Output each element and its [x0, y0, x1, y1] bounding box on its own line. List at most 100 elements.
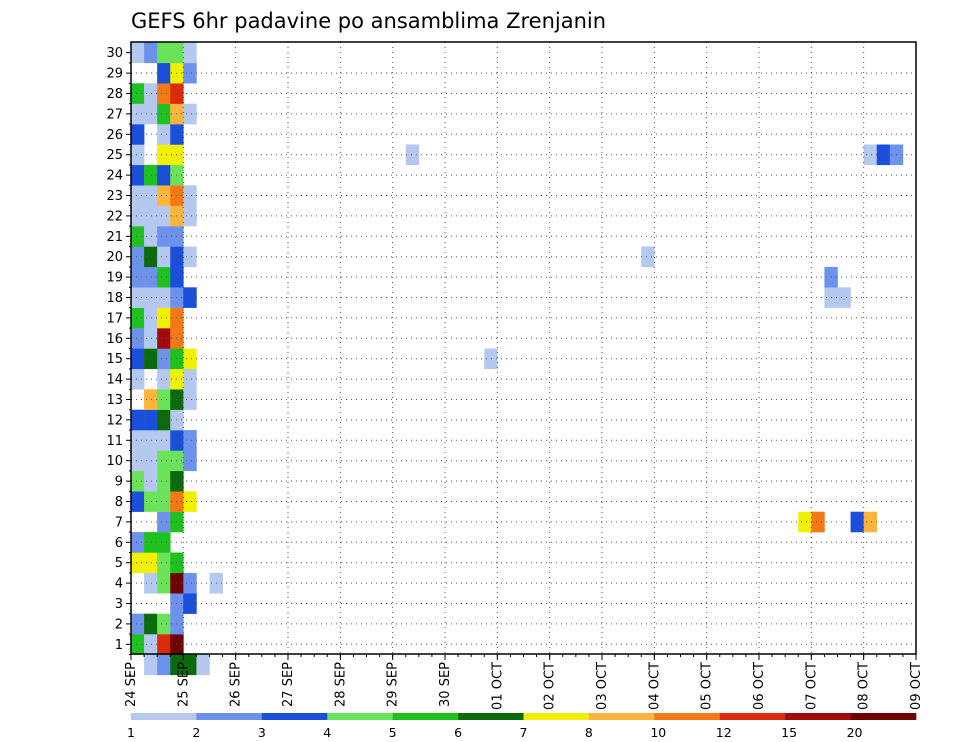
precip-cell	[183, 450, 197, 472]
precip-cell	[144, 491, 158, 512]
y-tick-label: 30	[106, 46, 123, 61]
precip-cell	[144, 287, 158, 308]
precip-cell	[183, 62, 197, 84]
precip-cell	[183, 348, 197, 370]
precip-cell	[144, 409, 158, 431]
legend-label: 15	[781, 725, 797, 740]
precip-cell	[144, 613, 158, 635]
y-tick-label: 13	[106, 393, 123, 408]
precip-cell	[157, 307, 171, 329]
y-tick-label: 6	[115, 536, 123, 551]
precip-cell	[157, 124, 171, 145]
y-tick-label: 24	[106, 169, 123, 184]
x-tick-label: 29 SEP	[386, 662, 401, 707]
y-tick-label: 25	[106, 148, 123, 163]
legend-swatch	[850, 713, 917, 720]
legend-label: 5	[389, 725, 397, 740]
y-tick-label: 8	[115, 495, 123, 510]
precip-cell	[183, 389, 197, 410]
precip-cell	[157, 409, 171, 431]
precip-cell	[157, 103, 171, 125]
precip-cell	[131, 613, 145, 635]
precip-cell	[183, 572, 197, 594]
precip-cell	[157, 328, 171, 349]
legend-label: 10	[650, 725, 666, 740]
y-tick-label: 1	[115, 638, 123, 653]
precip-cell	[157, 470, 171, 492]
chart-title: GEFS 6hr padavine po ansamblima Zrenjani…	[131, 9, 606, 33]
y-tick-label: 29	[106, 67, 123, 82]
legend-swatch	[785, 713, 851, 720]
precip-cell	[157, 226, 171, 247]
x-tick-label: 03 OCT	[595, 662, 610, 710]
precip-cell	[183, 654, 197, 676]
precip-cell	[196, 654, 210, 676]
legend-label: 6	[454, 725, 462, 740]
precip-cell	[183, 368, 197, 390]
precip-cell	[144, 430, 158, 451]
precip-cell	[157, 389, 171, 410]
y-tick-label: 26	[106, 128, 123, 143]
precip-cell	[811, 511, 825, 533]
precip-cell	[405, 144, 420, 166]
y-tick-label: 27	[106, 107, 123, 122]
precip-cell	[144, 42, 158, 64]
x-tick-label: 05 OCT	[700, 662, 715, 710]
legend-label: 3	[258, 725, 266, 740]
precip-cell	[157, 450, 171, 472]
y-tick-label: 3	[115, 597, 123, 612]
legend-swatch	[261, 713, 328, 720]
precip-cell	[850, 511, 864, 533]
precip-cell	[131, 450, 145, 472]
y-tick-label: 19	[106, 271, 123, 286]
legend-swatch	[458, 713, 524, 720]
precip-cell	[131, 246, 145, 268]
precip-cell	[157, 348, 171, 370]
legend-swatch	[523, 713, 590, 720]
x-tick-label: 28 SEP	[333, 662, 348, 707]
precip-cell	[183, 42, 197, 64]
y-tick-label: 5	[115, 556, 123, 571]
precip-cell	[144, 83, 158, 104]
precip-cell	[144, 389, 158, 410]
precip-cell	[131, 409, 145, 431]
y-tick-label: 9	[115, 475, 123, 490]
precip-cell	[131, 532, 145, 553]
legend-swatch	[392, 713, 459, 720]
precip-cell	[131, 287, 145, 308]
y-axis: 1234567891011121314151617181920212223242…	[106, 46, 131, 676]
precip-cell	[157, 532, 171, 553]
precip-cell	[157, 654, 171, 676]
precip-cell	[157, 42, 171, 64]
y-tick-label: 16	[106, 332, 123, 347]
precip-cell	[131, 185, 145, 206]
precip-cell	[157, 613, 171, 635]
precip-cell	[863, 144, 878, 166]
precip-cell	[144, 266, 158, 288]
precip-cell	[144, 470, 158, 492]
y-tick-label: 21	[106, 230, 123, 245]
legend-label: 20	[847, 725, 863, 740]
precip-cell	[144, 328, 158, 349]
precip-cell	[157, 185, 171, 206]
precip-cell	[157, 634, 171, 655]
precip-cell	[144, 307, 158, 329]
y-tick-label: 7	[115, 515, 123, 530]
precip-cell	[131, 164, 145, 186]
legend-label: 4	[323, 725, 331, 740]
precip-cell	[131, 430, 145, 451]
precip-cell	[863, 511, 878, 533]
precip-cell	[157, 287, 171, 308]
precip-cell	[837, 287, 851, 308]
precip-cell	[183, 287, 197, 308]
precip-cell	[131, 307, 145, 329]
precip-cell	[131, 226, 145, 247]
x-tick-label: 27 SEP	[281, 662, 296, 707]
legend-label: 1	[127, 725, 135, 740]
x-tick-label: 04 OCT	[647, 662, 662, 710]
precip-cell	[144, 226, 158, 247]
color-legend: 1 2 3 4 5 6 7 8 10 12 15 20	[127, 713, 917, 740]
precip-cell	[131, 42, 145, 64]
precip-cell	[170, 654, 184, 676]
